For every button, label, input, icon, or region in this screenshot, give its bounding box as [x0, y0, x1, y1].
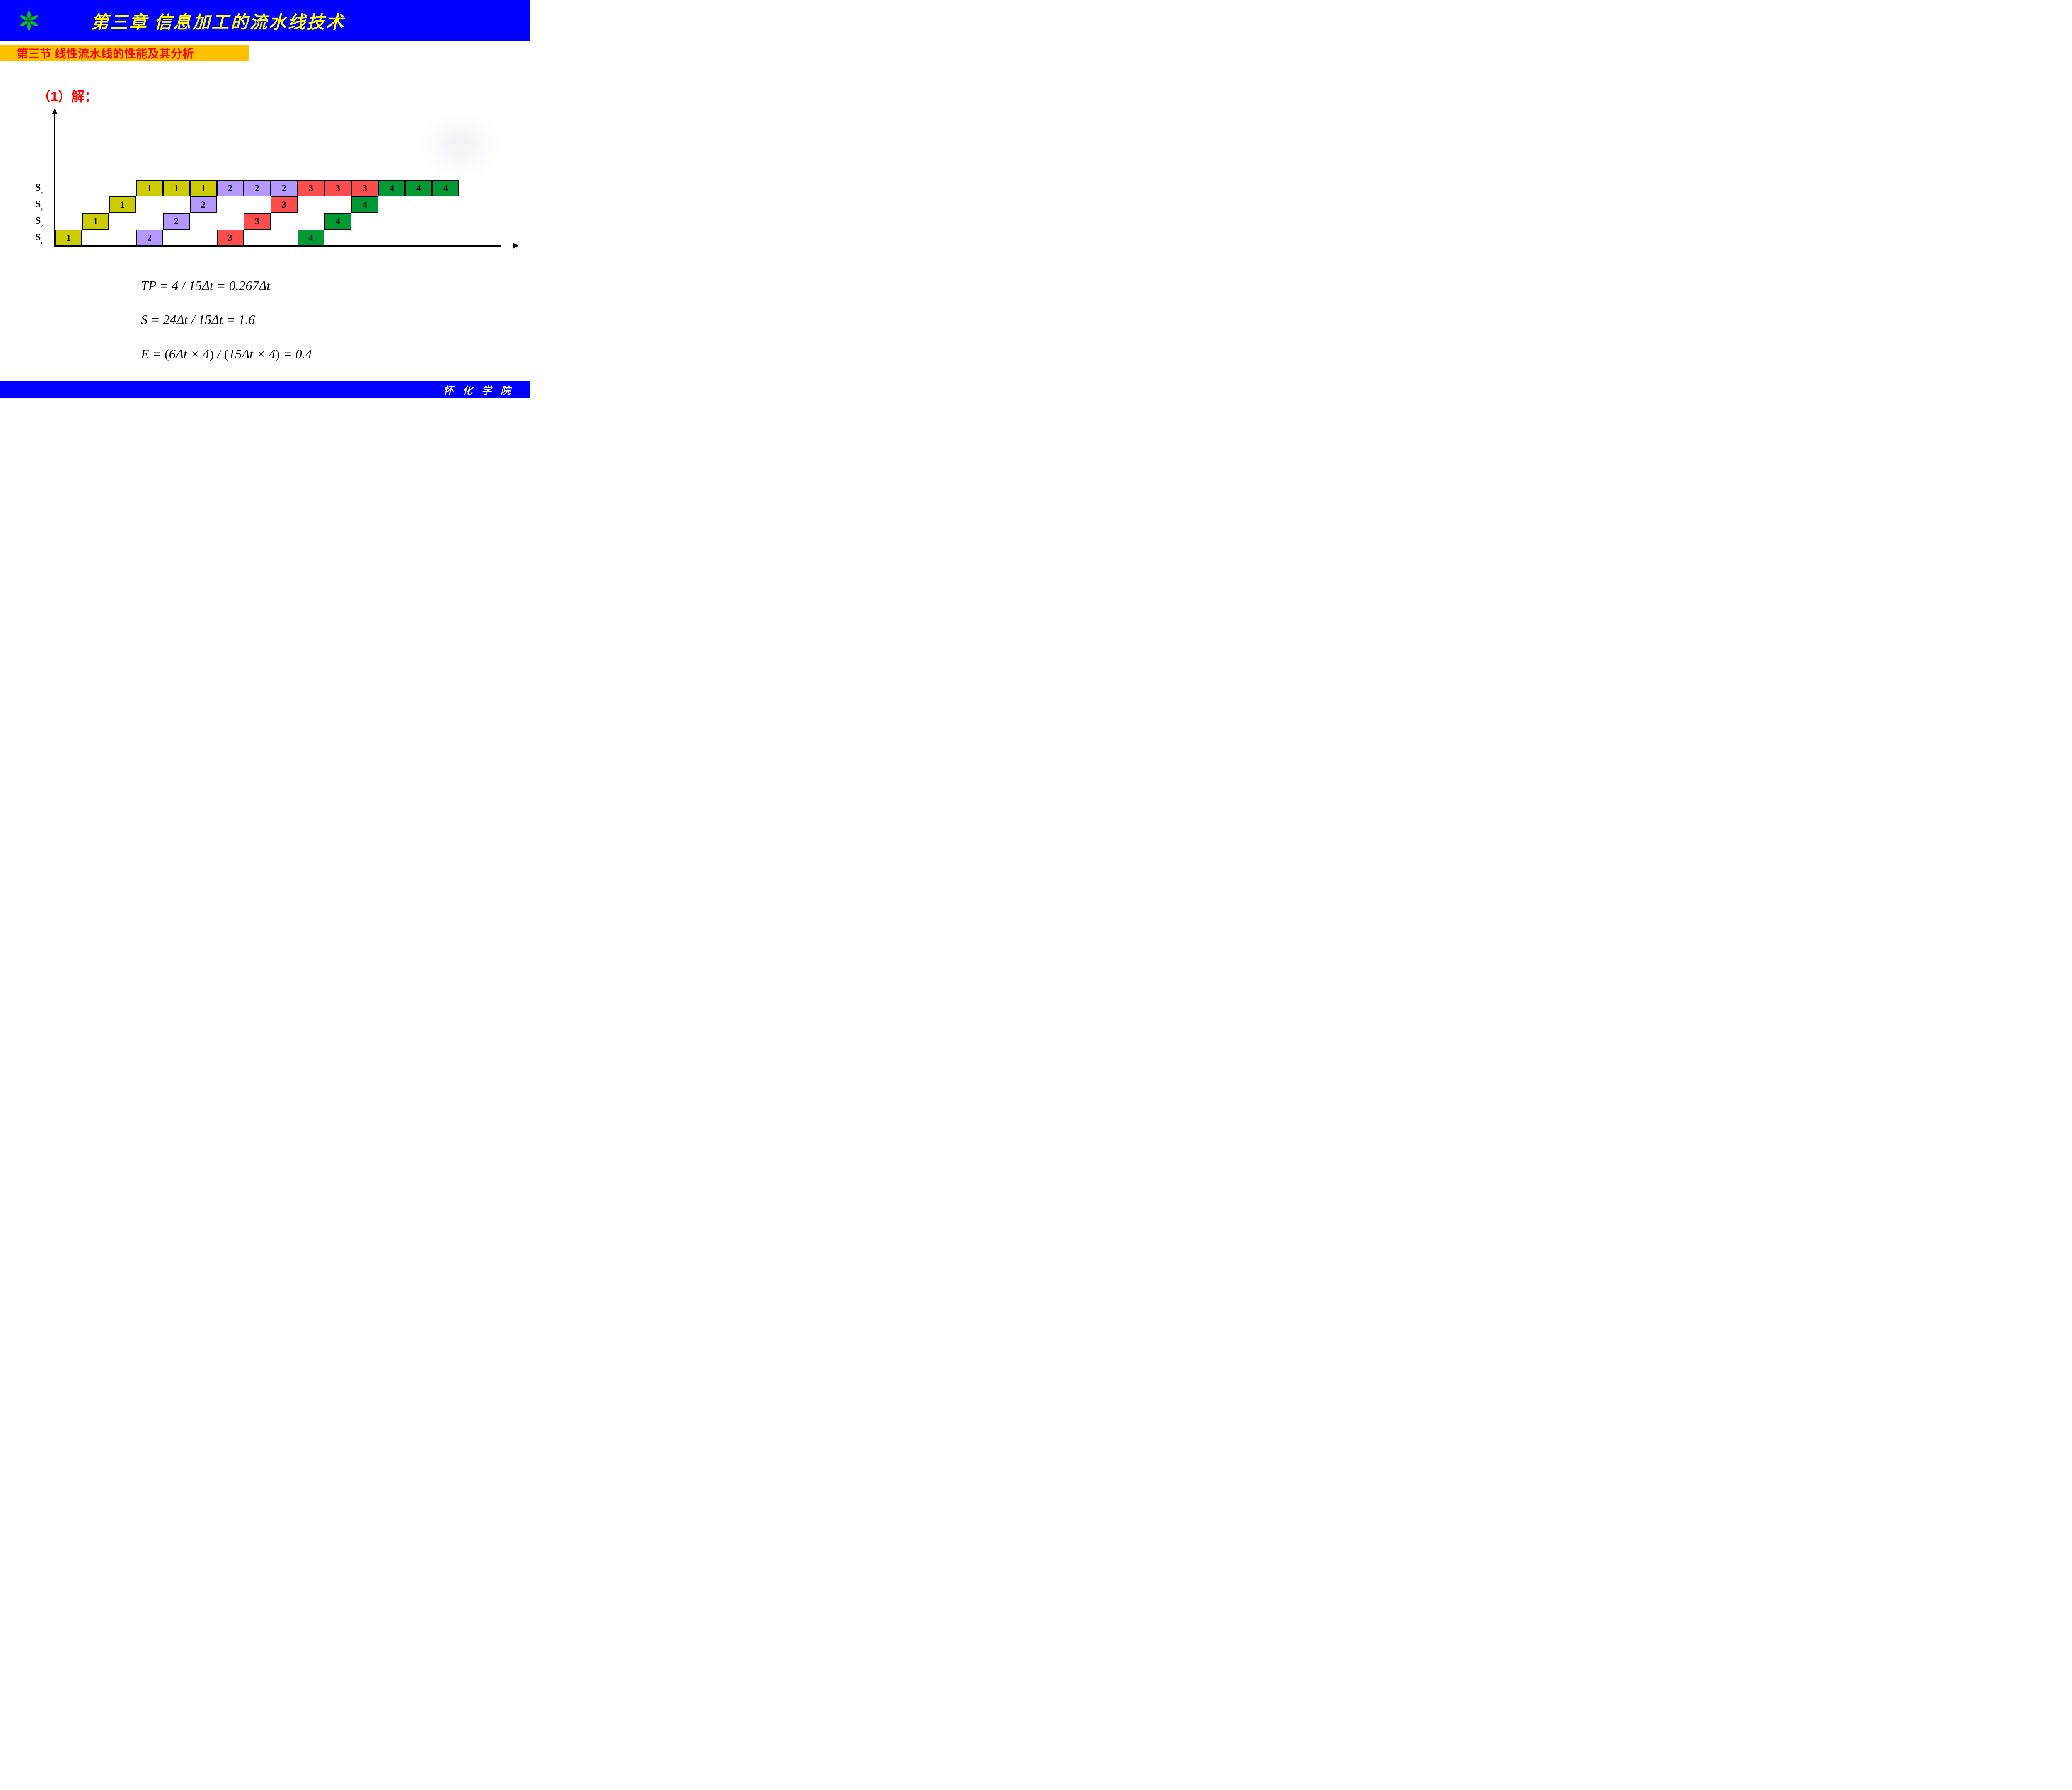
section-title: 第三节 线性流水线的性能及其分析 — [17, 45, 194, 61]
chart-cell: 3 — [244, 213, 271, 230]
y-axis-label: S₄ — [35, 182, 43, 195]
chart-cell: 3 — [324, 180, 351, 196]
chart-cell: 2 — [217, 180, 244, 196]
x-axis-arrow-icon — [513, 243, 519, 249]
chapter-title: 第三章 信息加工的流水线技术 — [91, 8, 345, 34]
chart-cell: 1 — [55, 230, 82, 246]
formula-tp: TP = 4 / 15Δt = 0.267Δt — [141, 271, 493, 300]
y-axis-label: S₃ — [35, 199, 43, 212]
section-bar: 第三节 线性流水线的性能及其分析 — [0, 45, 249, 61]
chart-cell: 1 — [136, 180, 163, 196]
y-axis-arrow-icon — [52, 109, 58, 114]
footer-bar: 怀 化 学 院 — [0, 381, 530, 398]
chart-cell: 4 — [432, 180, 459, 196]
y-axis — [54, 109, 55, 246]
chart-cell: 1 — [190, 180, 217, 196]
chart-cell: 2 — [244, 180, 271, 196]
chart-cell: 4 — [378, 180, 405, 196]
chart-cell: 3 — [351, 180, 378, 196]
chart-cell: 1 — [163, 180, 190, 196]
solution-label: （1）解： — [37, 86, 493, 105]
chart-cell: 2 — [163, 213, 190, 230]
chart-cell: 2 — [271, 180, 298, 196]
y-axis-label: S₂ — [35, 215, 43, 228]
content-area: （1）解： S₄S₃S₂S₁ 111111222222333333444444 … — [0, 61, 530, 368]
logo-icon — [17, 8, 41, 33]
formula-s: S = 24Δt / 15Δt = 1.6 — [141, 305, 493, 334]
chart-cell: 2 — [136, 230, 163, 246]
chart-cell: 4 — [351, 196, 378, 213]
chart-cell: 4 — [298, 230, 324, 246]
footer-text: 怀 化 学 院 — [443, 382, 514, 397]
chart-cell: 1 — [109, 196, 136, 213]
formulas: TP = 4 / 15Δt = 0.267Δt S = 24Δt / 15Δt … — [141, 271, 493, 368]
x-axis — [54, 245, 501, 247]
chart-cell: 3 — [217, 230, 244, 246]
chart-cell: 2 — [190, 196, 217, 213]
formula-e: E = (6Δt × 4) / (15Δt × 4) = 0.4 — [141, 339, 493, 368]
y-axis-label: S₁ — [35, 232, 43, 245]
chart-cell: 4 — [405, 180, 432, 196]
chart-cell: 3 — [298, 180, 324, 196]
chart-cell: 1 — [82, 213, 109, 230]
header-bar: 第三章 信息加工的流水线技术 — [0, 0, 530, 41]
chart-cell: 4 — [324, 213, 351, 230]
chart-cell: 3 — [271, 196, 298, 213]
pipeline-chart: S₄S₃S₂S₁ 111111222222333333444444 — [37, 109, 501, 259]
